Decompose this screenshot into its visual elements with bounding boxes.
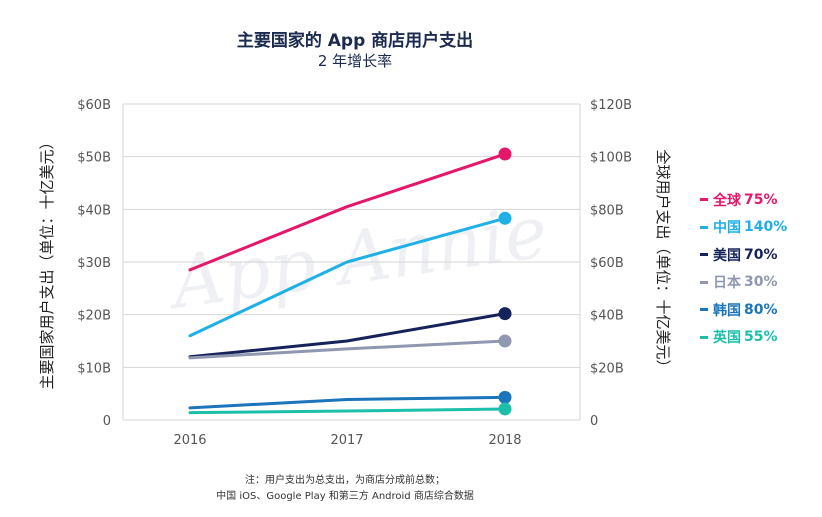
legend-series-name: 日本 bbox=[713, 275, 741, 292]
left-tick-label: $30B bbox=[77, 256, 111, 271]
legend-swatch bbox=[700, 225, 708, 229]
legend-growth-value: 80% bbox=[744, 301, 778, 318]
legend-swatch bbox=[700, 198, 708, 202]
legend-item: 日本 30% bbox=[700, 269, 787, 297]
chart-title: 主要国家的 App 商店用户支出 bbox=[236, 31, 474, 51]
x-tick-label: 2016 bbox=[173, 433, 206, 448]
left-tick-label: $20B bbox=[77, 309, 111, 324]
legend-growth-value: 140% bbox=[744, 219, 788, 236]
series-line bbox=[188, 339, 507, 360]
legend-growth-value: 75% bbox=[744, 191, 778, 208]
footnote-line-2: 中国 iOS、Google Play 和第三方 Android 商店综合数据 bbox=[216, 491, 474, 502]
left-axis-ticks: 0 $10B $20B $30B $40B $50B $60B bbox=[77, 98, 111, 429]
series-endpoint-marker bbox=[498, 211, 512, 225]
legend-item: 英国 55% bbox=[700, 324, 787, 352]
legend-item: 韩国 80% bbox=[700, 296, 787, 324]
right-axis-label: 全球用户支出（单位：十亿美元） bbox=[654, 149, 672, 374]
x-tick-label: 2017 bbox=[330, 433, 363, 448]
legend-series-name: 中国 bbox=[713, 220, 741, 237]
legend-swatch bbox=[700, 308, 708, 312]
series-line bbox=[188, 152, 507, 272]
series-endpoint-marker bbox=[498, 307, 512, 321]
right-tick-label: $60B bbox=[590, 256, 624, 271]
legend-item: 美国 70% bbox=[700, 241, 787, 269]
series-endpoint-marker bbox=[498, 147, 512, 161]
legend-growth-value: 70% bbox=[744, 246, 778, 263]
legend-growth-value: 55% bbox=[744, 329, 778, 346]
x-tick-label: 2018 bbox=[488, 433, 521, 448]
legend-item: 中国 140% bbox=[700, 214, 787, 242]
series-endpoint-marker bbox=[498, 334, 512, 348]
right-tick-label: $20B bbox=[590, 361, 624, 376]
right-tick-label: $80B bbox=[590, 203, 624, 218]
left-axis-label: 主要国家用户支出（单位：十亿美元） bbox=[38, 134, 56, 389]
right-tick-label: 0 bbox=[590, 414, 598, 429]
series-endpoint-marker bbox=[498, 402, 512, 416]
right-axis-ticks: 0 $20B $40B $60B $80B $100B $120B bbox=[590, 98, 632, 429]
x-axis-ticks: 2016 2017 2018 bbox=[173, 433, 521, 448]
legend-swatch bbox=[700, 335, 708, 339]
chart-subtitle: 2 年增长率 bbox=[317, 52, 393, 70]
right-tick-label: $40B bbox=[590, 309, 624, 324]
footnote-line-1: 注：用户支出为总支出，为商店分成前总数； bbox=[245, 475, 445, 486]
legend: 全球 75% 中国 140% 美国 70% 日本 30% 韩国 80% 英国 55% bbox=[700, 186, 787, 351]
legend-series-name: 美国 bbox=[713, 247, 741, 264]
series-line bbox=[188, 312, 507, 359]
left-tick-label: 0 bbox=[103, 414, 111, 429]
series-line bbox=[188, 407, 507, 415]
right-tick-label: $120B bbox=[590, 98, 632, 113]
legend-growth-value: 30% bbox=[744, 274, 778, 291]
series-line bbox=[188, 395, 507, 410]
legend-series-name: 英国 bbox=[713, 330, 741, 347]
right-tick-label: $100B bbox=[590, 151, 632, 166]
legend-series-name: 韩国 bbox=[713, 302, 741, 319]
series-line bbox=[188, 216, 507, 338]
left-tick-label: $60B bbox=[77, 98, 111, 113]
left-tick-label: $50B bbox=[77, 151, 111, 166]
legend-series-name: 全球 bbox=[713, 192, 741, 209]
legend-swatch bbox=[700, 253, 708, 257]
legend-swatch bbox=[700, 280, 708, 284]
series-lines bbox=[188, 147, 512, 416]
series-endpoint-marker bbox=[498, 390, 512, 404]
left-tick-label: $10B bbox=[77, 361, 111, 376]
legend-item: 全球 75% bbox=[700, 186, 787, 214]
left-tick-label: $40B bbox=[77, 203, 111, 218]
